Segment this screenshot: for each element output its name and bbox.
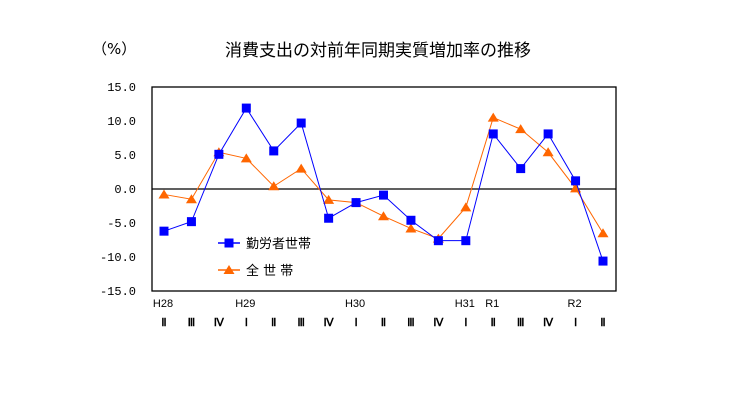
legend-label-all-households: 全 世 帯 [246, 263, 293, 279]
x-quarter-label: Ⅱ [381, 317, 386, 329]
square-marker-icon [379, 190, 388, 200]
triangle-marker-icon [268, 181, 280, 191]
square-marker-icon [351, 198, 361, 208]
x-year-label: R1 [485, 298, 499, 310]
x-quarter-label: Ⅱ [491, 317, 496, 329]
square-marker-icon [186, 217, 196, 227]
triangle-marker-icon [158, 189, 170, 199]
square-marker-icon [516, 164, 526, 174]
square-marker-icon [324, 213, 334, 223]
triangle-marker-icon [542, 147, 554, 157]
square-marker-icon [159, 226, 169, 236]
x-year-label: H31 [455, 298, 475, 310]
triangle-marker-icon [295, 163, 307, 173]
x-quarter-label: Ⅱ [600, 317, 605, 329]
series-line-worker-households [163, 107, 604, 262]
x-quarter-label: Ⅱ [271, 317, 276, 329]
triangle-marker-icon [323, 194, 335, 204]
y-axis-unit-label: （%） [92, 40, 137, 58]
x-quarter-label: Ⅲ [517, 317, 525, 329]
x-quarter-label: Ⅰ [354, 317, 357, 329]
square-marker-icon [461, 236, 471, 246]
y-tick-label: 15.0 [107, 81, 136, 95]
triangle-marker-icon [185, 194, 197, 204]
x-quarter-label: Ⅳ [214, 317, 225, 329]
triangle-marker-icon [515, 124, 527, 134]
y-tick-label: -10.0 [100, 251, 136, 265]
x-quarter-label: Ⅰ [245, 317, 248, 329]
triangle-marker-icon [597, 228, 609, 238]
x-year-label: H28 [153, 298, 173, 310]
legend-label-worker-households: 勤労者世帯 [246, 237, 311, 252]
triangle-marker-icon [240, 153, 252, 163]
y-tick-label: 10.0 [107, 115, 136, 129]
x-quarter-label: Ⅲ [297, 317, 305, 329]
y-tick-label: 5.0 [114, 149, 136, 163]
x-quarter-label: Ⅳ [543, 317, 554, 329]
legend-triangle-icon [223, 265, 235, 274]
triangle-marker-icon [487, 112, 499, 122]
square-marker-icon [241, 103, 251, 113]
x-quarter-label: Ⅳ [324, 317, 335, 329]
legend-square-icon [224, 238, 234, 248]
square-marker-icon [406, 215, 416, 225]
triangle-marker-icon [405, 223, 417, 233]
square-marker-icon [571, 176, 581, 186]
chart-title: 消費支出の対前年同期実質増加率の推移 [225, 41, 531, 61]
square-marker-icon [296, 118, 306, 128]
x-quarter-label: Ⅰ [574, 317, 577, 329]
square-marker-icon [543, 129, 553, 139]
x-quarter-label: Ⅱ [161, 317, 166, 329]
y-tick-label: -5.0 [107, 217, 136, 231]
x-quarter-label: Ⅲ [407, 317, 415, 329]
square-marker-icon [214, 149, 224, 159]
x-quarter-label: Ⅲ [188, 317, 196, 329]
square-marker-icon [433, 236, 443, 246]
square-marker-icon [269, 146, 279, 156]
x-year-label: R2 [568, 298, 582, 310]
x-quarter-label: Ⅰ [464, 317, 467, 329]
x-year-label: H30 [345, 298, 365, 310]
y-tick-label: 0.0 [114, 183, 136, 197]
square-marker-icon [488, 129, 498, 139]
x-year-label: H29 [235, 298, 255, 310]
x-quarter-label: Ⅳ [433, 317, 444, 329]
y-tick-label: -15.0 [100, 285, 136, 299]
triangle-marker-icon [378, 211, 389, 221]
square-marker-icon [598, 256, 608, 266]
triangle-marker-icon [460, 202, 472, 212]
